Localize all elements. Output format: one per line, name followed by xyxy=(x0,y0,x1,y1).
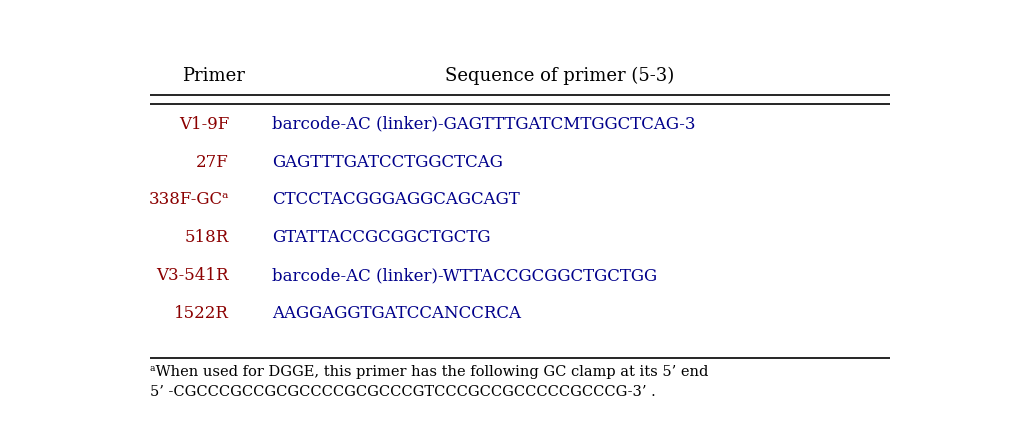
Text: V1-9F: V1-9F xyxy=(179,116,229,133)
Text: GTATTACCGCGGCTGCTG: GTATTACCGCGGCTGCTG xyxy=(272,229,491,246)
Text: barcode-AC (linker)-WTTACCGCGGCTGCTGG: barcode-AC (linker)-WTTACCGCGGCTGCTGG xyxy=(272,267,658,284)
Text: Primer: Primer xyxy=(182,67,245,85)
Text: Sequence of primer (5-3): Sequence of primer (5-3) xyxy=(445,67,674,85)
Text: 5’ -CGCCCGCCGCGCCCCGCGCCCGTCCCGCCGCCCCCGCCCG-3’ .: 5’ -CGCCCGCCGCGCCCCGCGCCCGTCCCGCCGCCCCCG… xyxy=(150,384,657,399)
Text: AAGGAGGTGATCCANCCRCA: AAGGAGGTGATCCANCCRCA xyxy=(272,305,522,322)
Text: CTCCTACGGGAGGCAGCAGT: CTCCTACGGGAGGCAGCAGT xyxy=(272,191,520,208)
Text: GAGTTTGATCCTGGCTCAG: GAGTTTGATCCTGGCTCAG xyxy=(272,154,503,171)
Text: V3-541R: V3-541R xyxy=(156,267,229,284)
Text: 518R: 518R xyxy=(185,229,229,246)
Text: 338F-GCᵃ: 338F-GCᵃ xyxy=(148,191,229,208)
Text: barcode-AC (linker)-GAGTTTGATCMTGGCTCAG-3: barcode-AC (linker)-GAGTTTGATCMTGGCTCAG-… xyxy=(272,116,696,133)
Text: 1522R: 1522R xyxy=(175,305,229,322)
Text: ᵃWhen used for DGGE, this primer has the following GC clamp at its 5’ end: ᵃWhen used for DGGE, this primer has the… xyxy=(150,365,708,379)
Text: 27F: 27F xyxy=(196,154,229,171)
